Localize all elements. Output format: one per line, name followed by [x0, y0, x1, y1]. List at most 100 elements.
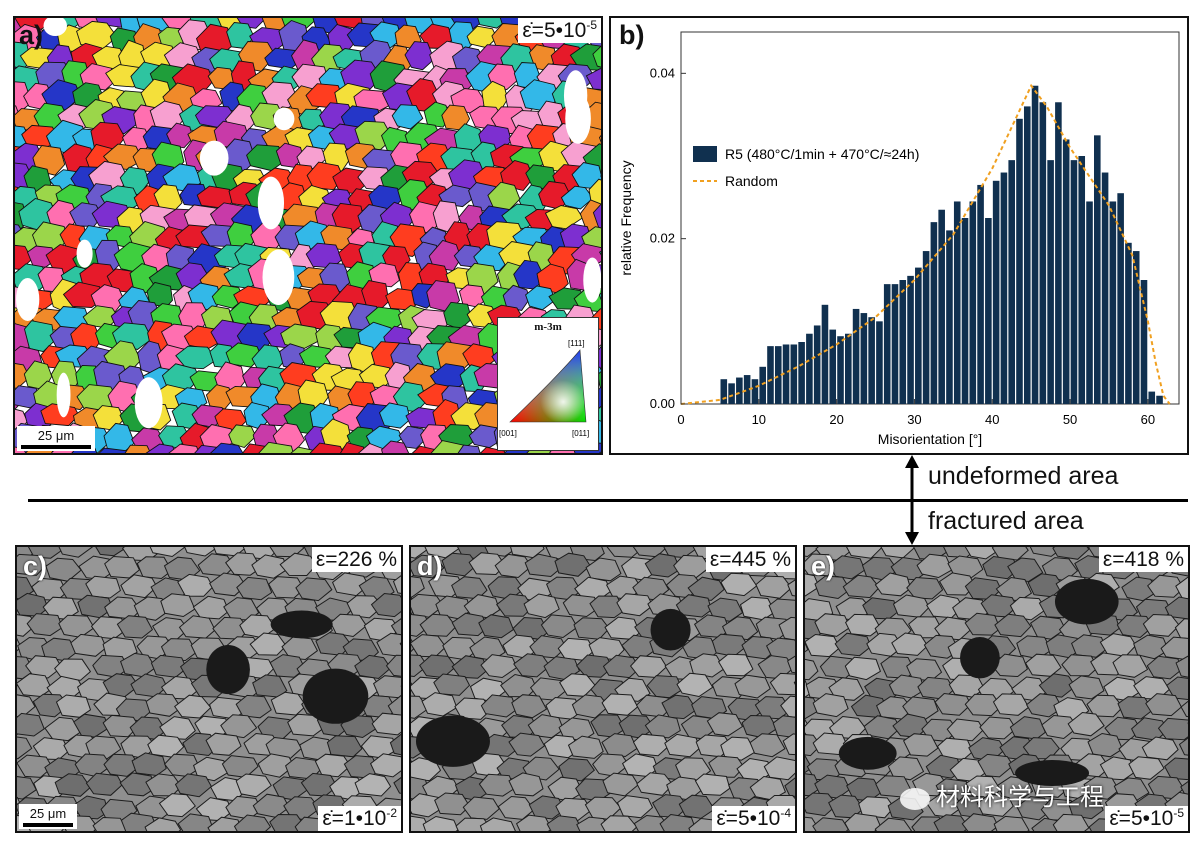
- grain: [479, 446, 506, 453]
- grain: [805, 642, 809, 653]
- histogram-bar: [1008, 160, 1015, 404]
- y-tick-label: 0.00: [650, 396, 675, 411]
- grain: [385, 654, 401, 677]
- grain: [606, 547, 643, 558]
- grain: [326, 735, 363, 758]
- grain: [149, 547, 185, 558]
- histogram-bar: [1094, 135, 1101, 404]
- histogram-bar: [728, 383, 735, 404]
- x-tick-label: 30: [907, 412, 921, 427]
- grain: [1099, 756, 1136, 781]
- histogram-bar: [1148, 391, 1156, 404]
- grain: [636, 772, 674, 796]
- grain: [419, 613, 457, 637]
- grain: [934, 692, 972, 716]
- panel-a-strain-rate: ε̇=5•10-5: [518, 18, 601, 44]
- grain: [236, 576, 273, 601]
- grain: [496, 593, 534, 617]
- histogram-bar: [782, 344, 790, 404]
- grain: [103, 422, 135, 453]
- grain: [598, 292, 601, 301]
- panel-e-strain: ε=418 %: [1098, 547, 1188, 573]
- grain: [616, 795, 654, 819]
- grain: [676, 672, 714, 698]
- grain: [411, 654, 428, 678]
- grain: [1157, 717, 1188, 741]
- grain: [211, 284, 245, 309]
- grain: [522, 756, 560, 781]
- grain: [378, 402, 411, 429]
- grain: [166, 122, 194, 149]
- histogram-bar: [806, 333, 813, 404]
- grain: [601, 693, 639, 716]
- panel-c-strain: ε=226 %: [311, 547, 401, 573]
- grain: [17, 776, 37, 800]
- grain: [558, 757, 595, 782]
- unindexed-region: [56, 372, 71, 418]
- grain: [575, 654, 614, 678]
- grain: [689, 653, 725, 678]
- undeformed-area-label: undeformed area: [928, 462, 1119, 490]
- histogram-bar: [1125, 242, 1132, 404]
- grain: [192, 756, 229, 782]
- grain: [369, 753, 401, 778]
- grain: [421, 692, 458, 717]
- unindexed-region: [16, 277, 40, 322]
- cavity: [270, 610, 333, 639]
- grain: [159, 716, 196, 740]
- grain: [524, 553, 561, 578]
- grain: [834, 632, 872, 657]
- histogram-bar: [1109, 201, 1117, 404]
- grain: [25, 655, 63, 679]
- grain: [961, 813, 999, 831]
- grain: [916, 553, 953, 579]
- grain: [778, 616, 795, 641]
- histogram-bar: [992, 180, 1000, 404]
- grain: [513, 653, 551, 678]
- sem-micrograph-e: [805, 547, 1188, 831]
- histogram-bar: [1132, 251, 1140, 404]
- scalebar-label: 25 μm: [37, 428, 75, 443]
- grain: [102, 714, 140, 738]
- scalebar-bar: [23, 823, 73, 827]
- grain: [786, 655, 795, 674]
- grain: [40, 403, 80, 427]
- histogram-bar: [1016, 118, 1023, 405]
- grain: [1174, 618, 1188, 640]
- grain: [554, 552, 591, 577]
- grain: [1180, 700, 1188, 718]
- grain: [354, 773, 392, 797]
- grain: [346, 595, 384, 619]
- grain: [145, 443, 177, 453]
- grain: [478, 614, 515, 639]
- grain: [694, 773, 731, 796]
- grain: [598, 451, 601, 453]
- grain: [17, 712, 45, 737]
- panel-d-strain: ε=445 %: [705, 547, 795, 573]
- histogram-bar: [883, 284, 891, 404]
- histogram-bar: [813, 325, 821, 404]
- grain: [589, 595, 626, 619]
- grain: [994, 613, 1032, 638]
- ipf-legend: m-3m [111] [001] [011]: [497, 317, 599, 451]
- grain: [562, 594, 599, 618]
- histogram-bar: [985, 218, 992, 404]
- grain: [585, 68, 601, 90]
- x-tick-label: 0: [677, 412, 684, 427]
- grain: [85, 575, 121, 599]
- grain: [1147, 574, 1185, 598]
- grain: [468, 552, 506, 576]
- grain: [192, 595, 230, 620]
- grain: [708, 755, 745, 778]
- grain: [479, 817, 516, 831]
- grain: [749, 733, 786, 758]
- histogram-bar: [1117, 193, 1124, 404]
- grain: [646, 675, 684, 699]
- grain: [805, 696, 820, 720]
- grain: [500, 159, 534, 192]
- grain: [805, 633, 841, 658]
- grain: [85, 772, 123, 796]
- grain: [133, 596, 171, 621]
- grain: [664, 733, 701, 758]
- histogram-bar: [1023, 106, 1031, 405]
